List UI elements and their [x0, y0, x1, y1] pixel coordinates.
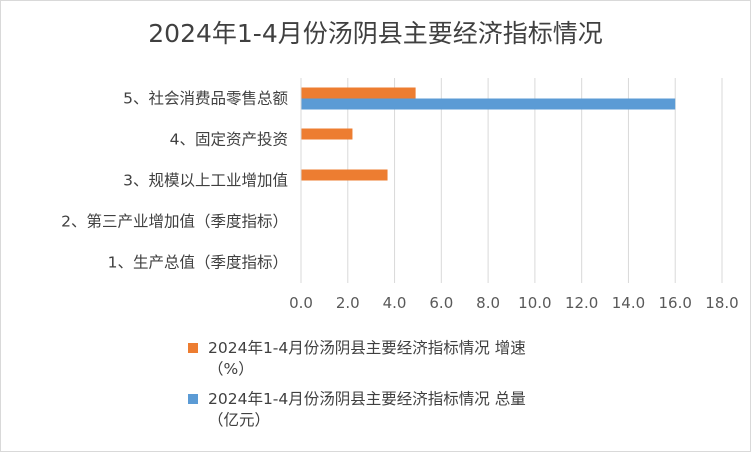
legend-label-growth-line1: 2024年1-4月份汤阴县主要经济指标情况 增速 [208, 339, 526, 357]
legend-label-growth-line2: （%） [208, 360, 254, 378]
bar-total [301, 98, 676, 110]
legend-swatch-growth [188, 343, 198, 353]
legend-item-growth: 2024年1-4月份汤阴县主要经济指标情况 增速 （%） [188, 338, 608, 380]
x-tick-label: 16.0 [659, 294, 692, 312]
legend-label-total: 2024年1-4月份汤阴县主要经济指标情况 总量 （亿元） [208, 389, 598, 431]
legend-label-total-line2: （亿元） [208, 411, 271, 429]
x-tick-label: 2.0 [336, 294, 360, 312]
bar-growth [301, 87, 416, 99]
x-tick-label: 6.0 [429, 294, 453, 312]
legend-item-total: 2024年1-4月份汤阴县主要经济指标情况 总量 （亿元） [188, 389, 608, 431]
category-label: 1、生产总值（季度指标） [108, 254, 288, 272]
legend-label-total-line1: 2024年1-4月份汤阴县主要经济指标情况 总量 [208, 390, 526, 408]
x-tick-label: 10.0 [518, 294, 551, 312]
x-tick-label: 8.0 [476, 294, 500, 312]
category-label: 3、规模以上工业增加值 [123, 172, 288, 190]
x-tick-label: 14.0 [612, 294, 645, 312]
category-label: 4、固定资产投资 [170, 131, 288, 149]
legend-label-growth: 2024年1-4月份汤阴县主要经济指标情况 增速 （%） [208, 338, 598, 380]
x-tick-label: 0.0 [289, 294, 313, 312]
legend-swatch-total [188, 394, 198, 404]
category-label: 2、第三产业增加值（季度指标） [61, 213, 288, 231]
x-tick-label: 18.0 [705, 294, 738, 312]
chart-title: 2024年1-4月份汤阴县主要经济指标情况 [148, 19, 603, 48]
bar-growth [301, 169, 388, 181]
category-label: 5、社会消费品零售总额 [123, 90, 288, 108]
x-tick-label: 12.0 [565, 294, 598, 312]
bar-growth [301, 128, 353, 140]
x-tick-label: 4.0 [383, 294, 407, 312]
